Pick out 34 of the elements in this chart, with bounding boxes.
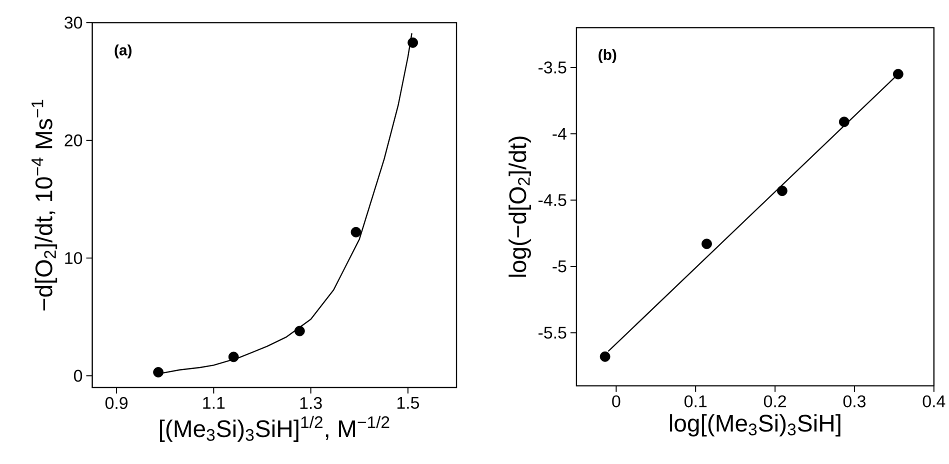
y-tick-label: -5 [552, 260, 566, 272]
point [294, 326, 305, 336]
x-tick-label: 1.5 [397, 397, 419, 409]
point [600, 352, 610, 362]
x-tick-label: 0.9 [105, 397, 128, 410]
annotation: (a) [114, 44, 132, 58]
x-tick-label: 0.2 [764, 395, 786, 408]
x-tick-label: 0 [612, 395, 620, 408]
y-tick-label: -4.5 [538, 194, 566, 206]
point [408, 38, 418, 48]
point [702, 238, 712, 250]
y-axis-title: log(−d[O$_{2}$]/dt) [508, 136, 531, 277]
x-tick-label: 0.4 [922, 395, 946, 408]
y-axis-title: −d[O$_{2}$]/dt, 10$^{−4}$ Ms$^{−1}$ [32, 100, 58, 311]
point [892, 69, 904, 80]
y-tick-label: 0 [74, 370, 82, 382]
y-tick-label: -3.5 [538, 62, 566, 74]
x-tick-label: 0.3 [843, 395, 866, 408]
y-tick-label: 30 [64, 16, 82, 29]
x-axis-title: log[(Me$_{3}$Si)$_{3}$SiH] [670, 414, 840, 437]
y-tick-label: -4 [552, 128, 566, 140]
point [228, 352, 239, 362]
x-tick-label: 0.1 [684, 395, 707, 408]
point [153, 367, 164, 378]
y-tick-label: 10 [65, 252, 82, 264]
point [350, 227, 362, 238]
point [777, 186, 788, 196]
x-tick-label: 1.3 [300, 397, 322, 410]
annotation: (b) [598, 49, 616, 64]
point [838, 116, 850, 128]
x-axis-title: [(Me$_{3}$Si)$_{3}$SiH]$^{1/2}$, M$^{−1/2}$ [160, 416, 390, 442]
y-tick-label: 20 [64, 134, 82, 146]
y-tick-label: -5.5 [538, 326, 566, 339]
x-tick-label: 1.1 [203, 397, 225, 409]
